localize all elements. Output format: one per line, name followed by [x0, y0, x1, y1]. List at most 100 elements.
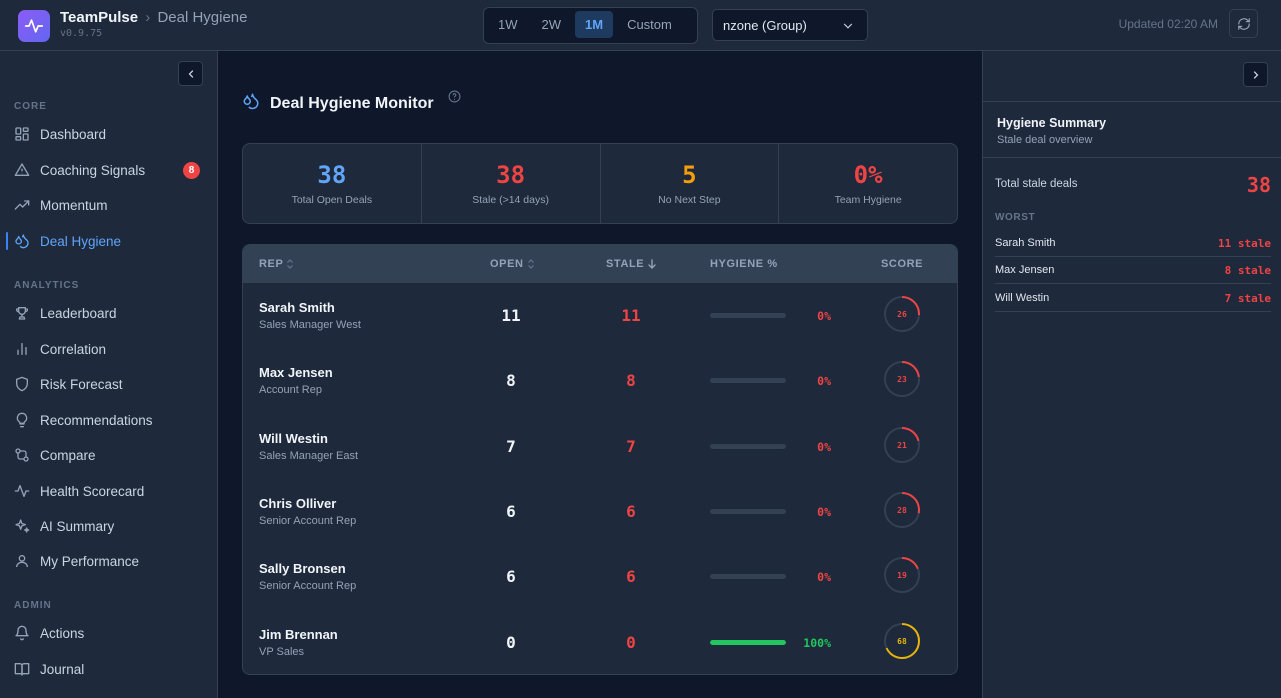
range-2w-button[interactable]: 2W [541, 17, 562, 32]
table-row[interactable]: Max Jensen Account Rep 8 8 0% 23 [243, 348, 957, 413]
rep-role: Account Rep [259, 384, 322, 397]
stat-value: 38 [317, 161, 347, 189]
sidebar-item-actions[interactable]: Actions [0, 618, 217, 648]
worst-rep-value: 11 stale [1218, 237, 1271, 250]
stale-count: 11 [621, 306, 641, 325]
collapse-panel-button[interactable] [1243, 62, 1268, 87]
trophy-icon [15, 307, 29, 320]
summary-subtitle: Stale deal overview [997, 134, 1093, 146]
sidebar-item-label: AI Summary [40, 518, 115, 534]
sidebar-item-leaderboard[interactable]: Leaderboard [0, 298, 217, 328]
hygiene-progress-fill [710, 639, 786, 645]
chevron-left-icon [188, 69, 193, 78]
sidebar-item-compare[interactable]: Compare [0, 440, 217, 470]
app-logo[interactable] [18, 10, 50, 42]
total-stale-value: 38 [1246, 173, 1271, 197]
sidebar-item-label: My Performance [40, 553, 140, 569]
rep-name: Sarah Smith [259, 300, 335, 315]
score-ring-arc [884, 622, 920, 659]
sidebar-item-health-scorecard[interactable]: Health Scorecard [0, 476, 217, 506]
worst-rep-name: Will Westin [995, 292, 1050, 304]
page-title: Deal Hygiene Monitor [270, 95, 434, 112]
worst-rep-name: Sarah Smith [995, 237, 1056, 249]
table-header: REP OPEN STALE HYGIENE % SCORE [243, 245, 957, 283]
open-count: 6 [506, 501, 516, 521]
hygiene-progress-bar [710, 508, 786, 514]
column-header-label: SCORE [881, 258, 924, 270]
score-value: 23 [897, 375, 907, 384]
sidebar-item-correlation[interactable]: Correlation [0, 334, 217, 364]
open-count: 0 [506, 632, 516, 652]
group-select-value: nzone (Group) [723, 17, 807, 33]
rep-role: Sales Manager West [259, 319, 361, 331]
group-select[interactable]: nzone (Group) [712, 9, 868, 41]
table-row[interactable]: Sarah Smith Sales Manager West 11 11 0% 26 [243, 283, 957, 348]
worst-list-item[interactable]: Will Westin 7 stale [995, 285, 1271, 312]
score-value: 68 [897, 637, 907, 646]
sidebar-item-coaching-signals[interactable]: Coaching Signals 8 [0, 155, 217, 185]
hygiene-table: REP OPEN STALE HYGIENE % SCORE Sarah Smi… [242, 244, 958, 675]
sidebar-item-momentum[interactable]: Momentum [0, 190, 217, 220]
score-ring: 23 [884, 361, 920, 398]
sidebar-item-label: Risk Forecast [40, 376, 123, 392]
help-circle-icon[interactable] [448, 90, 461, 103]
stat-label: No Next Step [658, 194, 721, 206]
sidebar-item-ai-summary[interactable]: AI Summary [0, 511, 217, 541]
breadcrumb: TeamPulse › Deal Hygiene [60, 9, 248, 26]
table-row[interactable]: Chris Olliver Senior Account Rep 6 6 0% 28 [243, 479, 957, 544]
table-row[interactable]: Sally Bronsen Senior Account Rep 6 6 0% 19 [243, 544, 957, 609]
stale-count: 6 [626, 567, 636, 587]
worst-list-item[interactable]: Sarah Smith 11 stale [995, 230, 1271, 257]
breadcrumb-separator: › [145, 9, 151, 26]
range-1m-button[interactable]: 1M [575, 11, 614, 38]
hygiene-percent: 0% [817, 309, 831, 323]
last-updated: Updated 02:20 AM [1118, 17, 1218, 31]
sidebar-item-dashboard[interactable]: Dashboard [0, 119, 217, 149]
hygiene-percent: 100% [803, 635, 831, 650]
sort-icon [287, 259, 294, 269]
range-custom-button[interactable]: Custom [627, 17, 672, 32]
git-compare-icon [15, 448, 29, 462]
stale-count: 0 [626, 632, 636, 652]
hygiene-progress-bar [710, 443, 786, 449]
rep-name: Will Westin [259, 430, 328, 446]
score-ring: 26 [884, 296, 920, 332]
table-row[interactable]: Will Westin Sales Manager East 7 7 0% 21 [243, 414, 957, 479]
trend-up-icon [14, 200, 30, 210]
column-header-label: REP [259, 258, 284, 270]
open-count: 11 [501, 306, 521, 325]
column-header-hygiene: HYGIENE % [710, 258, 778, 270]
pulse-icon [24, 19, 44, 33]
sidebar-item-deal-hygiene[interactable]: Deal Hygiene [0, 226, 217, 256]
sidebar-item-journal[interactable]: Journal [0, 654, 217, 684]
table-row[interactable]: Jim Brennan VP Sales 0 0 100% 68 [243, 610, 957, 675]
stat-team-hygiene: 0% Team Hygiene [779, 144, 957, 223]
refresh-button[interactable] [1229, 9, 1258, 38]
lightbulb-icon [16, 412, 28, 428]
column-header-rep[interactable]: REP [259, 258, 294, 270]
droplets-icon [15, 234, 29, 249]
score-ring: 21 [884, 426, 920, 463]
hygiene-progress-bar [710, 639, 786, 645]
score-value: 21 [897, 441, 907, 450]
sidebar-item-risk-forecast[interactable]: Risk Forecast [0, 369, 217, 399]
sidebar-item-my-performance[interactable]: My Performance [0, 546, 217, 576]
column-header-stale[interactable]: STALE [606, 258, 657, 270]
score-ring-arc [884, 361, 920, 398]
sidebar-item-label: Momentum [40, 197, 108, 213]
hygiene-progress-bar [710, 574, 786, 580]
collapse-sidebar-button[interactable] [178, 61, 203, 86]
sort-descending-icon [648, 259, 656, 269]
rep-role: Senior Account Rep [259, 514, 357, 527]
sidebar-item-recommendations[interactable]: Recommendations [0, 405, 217, 435]
worst-list-item[interactable]: Max Jensen 8 stale [995, 257, 1271, 284]
column-header-open[interactable]: OPEN [490, 258, 535, 270]
sidebar-item-label: Dashboard [40, 126, 107, 142]
bell-icon [15, 625, 29, 641]
hygiene-percent: 0% [817, 439, 831, 454]
range-1w-button[interactable]: 1W [498, 17, 518, 32]
refresh-icon [1237, 17, 1250, 30]
rep-name: Jim Brennan [259, 626, 338, 642]
worst-rep-value: 7 stale [1224, 292, 1271, 305]
stat-value: 0% [853, 161, 883, 189]
